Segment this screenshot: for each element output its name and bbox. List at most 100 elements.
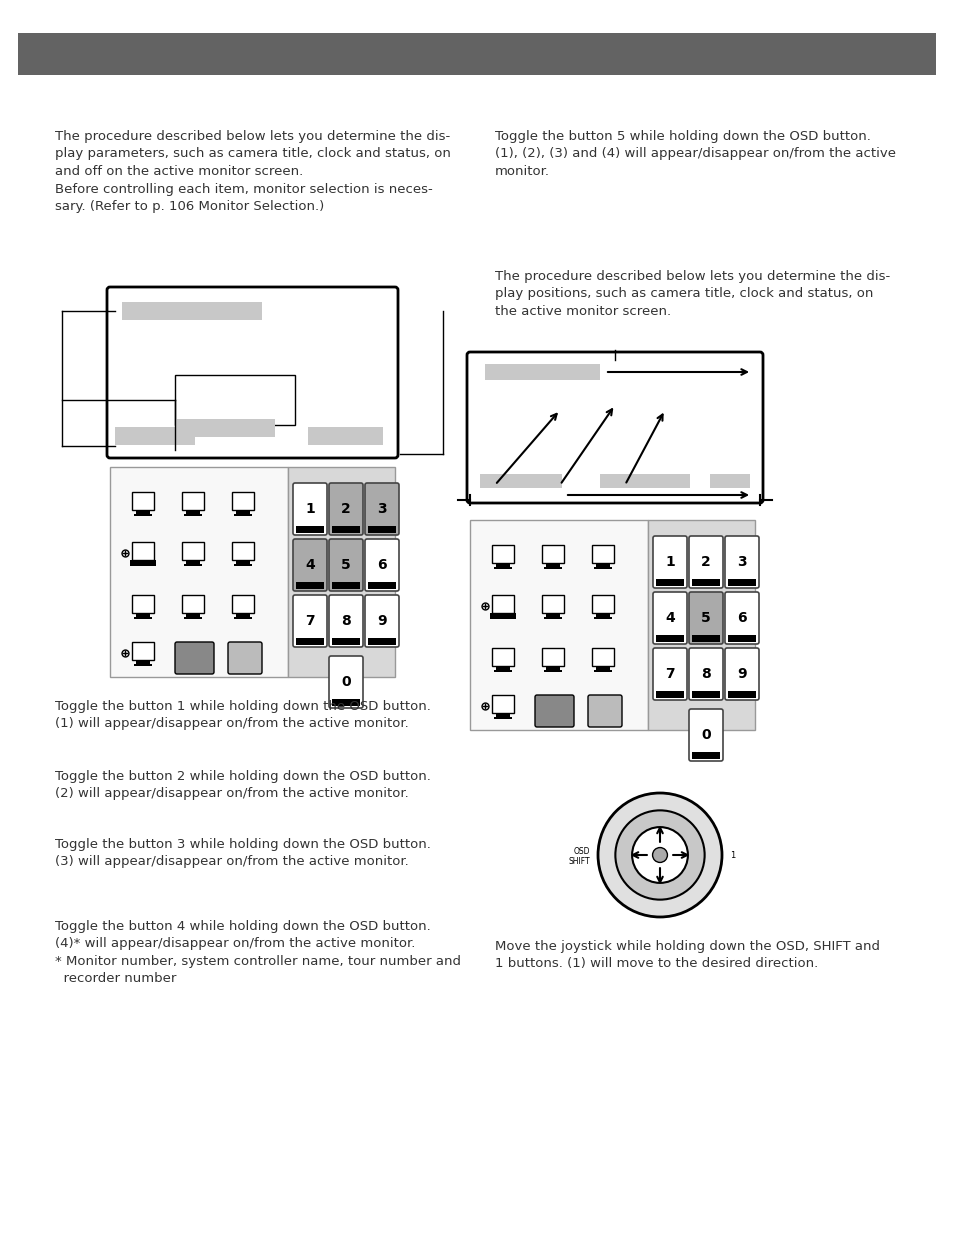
FancyBboxPatch shape	[228, 642, 262, 674]
Bar	[496, 666, 510, 671]
Bar	[133, 664, 152, 666]
FancyBboxPatch shape	[467, 352, 762, 503]
Bar	[132, 642, 153, 659]
Bar	[484, 364, 599, 380]
Bar	[295, 582, 324, 589]
Bar	[332, 582, 359, 589]
Bar	[727, 692, 755, 698]
Bar	[541, 545, 563, 563]
Text: 7: 7	[664, 667, 674, 680]
FancyBboxPatch shape	[293, 483, 327, 535]
Bar	[233, 564, 252, 566]
Bar	[182, 492, 204, 510]
Bar	[543, 671, 561, 672]
Text: 3: 3	[376, 501, 386, 516]
Bar	[594, 671, 612, 672]
Bar	[136, 510, 150, 514]
Text: The procedure described below lets you determine the dis-
play parameters, such : The procedure described below lets you d…	[55, 130, 451, 212]
Text: 1: 1	[664, 555, 674, 569]
Text: 9: 9	[376, 614, 386, 629]
Bar	[596, 666, 609, 671]
Bar	[308, 427, 382, 445]
FancyBboxPatch shape	[652, 648, 686, 700]
Bar	[496, 713, 510, 718]
Bar	[492, 695, 514, 713]
Bar	[709, 474, 749, 488]
Bar	[494, 718, 512, 719]
Bar	[18, 33, 935, 75]
Text: 1: 1	[305, 501, 314, 516]
Text: Toggle the button 5 while holding down the OSD button.
(1), (2), (3) and (4) wil: Toggle the button 5 while holding down t…	[495, 130, 895, 178]
Bar	[545, 563, 559, 567]
Bar	[136, 659, 150, 664]
Bar	[122, 303, 262, 320]
Bar	[235, 510, 250, 514]
Bar	[592, 648, 614, 666]
Text: 1: 1	[729, 851, 735, 860]
Text: 8: 8	[341, 614, 351, 629]
Bar	[186, 510, 200, 514]
FancyBboxPatch shape	[535, 695, 574, 727]
Text: 6: 6	[737, 611, 746, 625]
Bar	[656, 692, 683, 698]
Bar	[184, 618, 202, 619]
Bar	[288, 467, 395, 677]
Bar	[492, 648, 514, 666]
Bar	[232, 595, 253, 613]
Text: 3: 3	[737, 555, 746, 569]
Bar	[592, 595, 614, 613]
Bar	[691, 692, 720, 698]
Bar	[492, 545, 514, 563]
Bar	[479, 474, 561, 488]
FancyBboxPatch shape	[365, 483, 398, 535]
Bar	[295, 638, 324, 645]
Bar	[186, 613, 200, 618]
Bar	[368, 582, 395, 589]
FancyBboxPatch shape	[688, 648, 722, 700]
Bar	[691, 635, 720, 642]
Text: 4: 4	[664, 611, 674, 625]
Bar	[592, 545, 614, 563]
FancyBboxPatch shape	[652, 536, 686, 588]
Bar	[235, 613, 250, 618]
Bar	[182, 542, 204, 559]
Text: OSD: OSD	[573, 846, 589, 856]
FancyBboxPatch shape	[329, 656, 363, 708]
Bar	[233, 514, 252, 516]
Bar	[691, 752, 720, 760]
Text: 5: 5	[341, 558, 351, 572]
FancyBboxPatch shape	[174, 642, 213, 674]
Bar	[232, 542, 253, 559]
Text: 7: 7	[305, 614, 314, 629]
Circle shape	[598, 793, 721, 918]
Bar	[115, 427, 194, 445]
Bar	[494, 567, 512, 569]
Bar	[727, 579, 755, 585]
Text: Toggle the button 1 while holding down the OSD button.
(1) will appear/disappear: Toggle the button 1 while holding down t…	[55, 700, 431, 730]
Text: 8: 8	[700, 667, 710, 680]
Bar	[174, 375, 294, 425]
Bar	[470, 520, 647, 730]
Bar	[541, 595, 563, 613]
Bar	[233, 618, 252, 619]
Bar	[182, 595, 204, 613]
FancyBboxPatch shape	[724, 648, 759, 700]
Bar	[174, 419, 274, 437]
Bar	[132, 595, 153, 613]
FancyBboxPatch shape	[329, 538, 363, 592]
Bar	[186, 559, 200, 564]
Bar	[596, 613, 609, 618]
Bar	[136, 613, 150, 618]
Text: 4: 4	[305, 558, 314, 572]
Bar	[594, 567, 612, 569]
Bar	[492, 595, 514, 613]
Text: The procedure described below lets you determine the dis-
play positions, such a: The procedure described below lets you d…	[495, 270, 889, 317]
Bar	[295, 526, 324, 534]
Text: Toggle the button 2 while holding down the OSD button.
(2) will appear/disappear: Toggle the button 2 while holding down t…	[55, 769, 431, 800]
Bar	[494, 671, 512, 672]
Circle shape	[652, 847, 667, 862]
Bar	[647, 520, 754, 730]
Bar	[543, 567, 561, 569]
Text: Move the joystick while holding down the OSD, SHIFT and
1 buttons. (1) will move: Move the joystick while holding down the…	[495, 940, 879, 971]
Bar	[490, 613, 516, 619]
